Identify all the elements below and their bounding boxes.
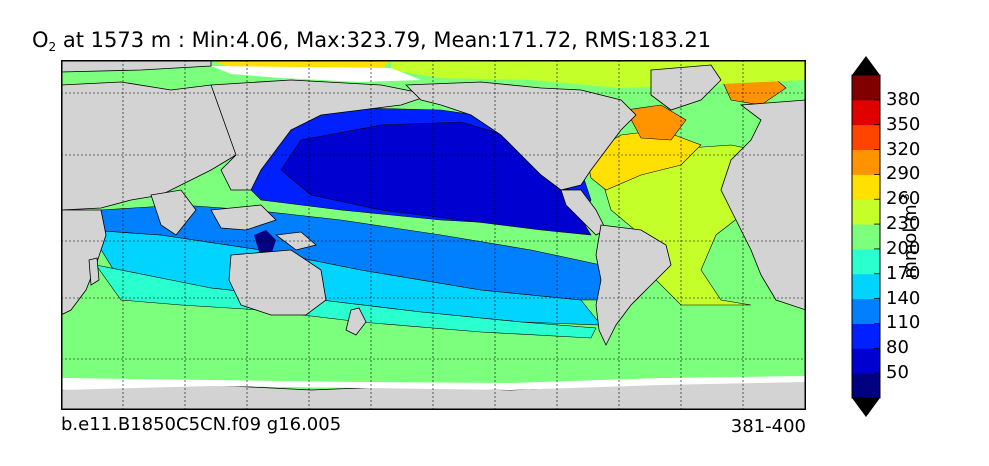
colorbar-tick-label: 290 [886,163,921,185]
case-name: b.e11.B1850C5CN.f09 g16.005 [61,414,342,435]
colorbar-tick-label: 380 [886,88,921,110]
missing-data [61,66,806,390]
units-base: mmol m [900,204,921,279]
colorbar-swatch [852,199,880,225]
colorbar-swatch [852,323,880,349]
map-frame [61,60,806,410]
atlantic-orange [625,104,687,141]
colorbar-swatch [852,75,880,101]
colorbar-swatch [852,273,880,300]
map-svg [60,59,807,411]
colorbar-swatch [852,224,880,250]
colorbar-tick-label: 110 [886,312,921,334]
land-east-asia [210,79,433,191]
land-greenland [650,64,722,111]
colorbar-tick-label: 50 [886,362,909,384]
years-range: 381-400 [730,416,806,437]
colorbar-tick-label: 170 [886,262,921,284]
missing-antarctic-edge [61,376,806,390]
graticule [61,60,806,410]
colorbar-units: mmol m-3 [899,193,921,278]
colorbar-extend-min [852,398,880,417]
units-exponent: -3 [899,193,912,205]
colorbar-swatch [852,124,880,151]
colorbar-svg [851,56,881,417]
land-australia [228,249,327,316]
land-north-america [405,81,637,191]
title-text: at 1573 m : Min:4.06, Max:323.79, Mean:1… [62,28,712,52]
land-new-guinea [274,231,317,251]
colorbar-swatch [852,373,880,399]
title-species: O [32,28,49,52]
land [60,59,807,411]
colorbar-swatch [852,174,880,200]
colorbar [850,55,882,418]
land-indonesia [210,204,277,231]
colorbar-tick-label: 260 [886,188,921,210]
colorbar-tick-label: 320 [886,138,921,160]
ocean-map [60,59,807,411]
pacific-navy-core [254,230,276,255]
colorbar-swatch [852,248,880,275]
colorbar-swatch [852,298,880,324]
pacific-darkblue-core [280,121,592,236]
colorbar-tick-label: 80 [886,337,909,359]
figure-title: O2 at 1573 m : Min:4.06, Max:323.79, Mea… [32,28,711,54]
title-subscript: 2 [48,40,57,54]
colorbar-swatch [852,99,880,126]
colorbar-tick-label: 140 [886,287,921,309]
colorbar-tick-label: 350 [886,113,921,135]
land-south-america [595,224,672,346]
colorbar-frame [851,74,881,399]
colorbar-extend-max [852,56,880,75]
colorbar-swatch [852,149,880,175]
land-madagascar [88,257,100,286]
land-new-zealand [345,307,367,336]
missing-arctic [211,66,421,82]
colorbar-tick-label: 230 [886,213,921,235]
colorbar-swatch [852,348,880,374]
colorbar-tick-label: 200 [886,237,921,259]
